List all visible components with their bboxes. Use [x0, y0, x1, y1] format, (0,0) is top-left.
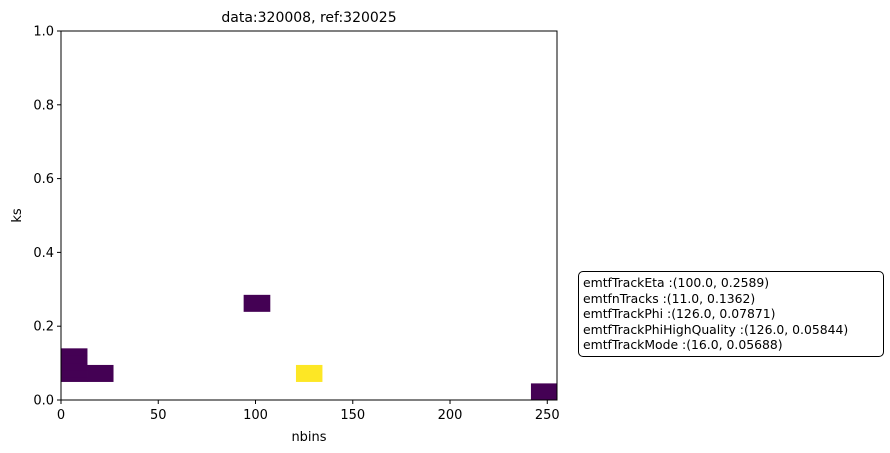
heatmap-cell [243, 294, 271, 312]
chart-title: data:320008, ref:320025 [221, 10, 396, 26]
heatmap-cell [61, 348, 88, 357]
heatmap-cell [530, 383, 558, 401]
x-tick-label: 150 [340, 408, 365, 423]
annotation-line: emtfTrackEta :(100.0, 0.2589) [583, 275, 770, 290]
heatmap-cell [61, 363, 88, 371]
x-tick-label: 50 [150, 408, 167, 423]
annotation-line: emtfTrackMode :(16.0, 0.05688) [583, 337, 783, 353]
annotation-line: emtfTrackPhiHighQuality :(126.0, 0.05844… [583, 321, 849, 337]
heatmap-cell [61, 355, 88, 364]
y-axis: 0.0 0.2 0.4 0.6 0.8 1.0 [33, 25, 61, 409]
heatmap-cell [61, 370, 88, 379]
x-axis: 0 50 100 150 200 250 [57, 400, 560, 423]
y-tick-label: 0.6 [33, 172, 54, 187]
y-tick-label: 0.4 [33, 246, 54, 261]
x-axis-label: nbins [291, 430, 326, 445]
heatmap-cell [295, 364, 323, 382]
annotation-box: emtfTrackEta :(100.0, 0.2589) emtfnTrack… [578, 271, 884, 357]
heatmap-cell [61, 377, 88, 382]
heatmap-cell [87, 364, 114, 382]
y-tick-label: 0.0 [33, 394, 54, 409]
x-tick-label: 0 [57, 408, 65, 423]
plot-area [60, 30, 558, 401]
y-tick-label: 0.8 [33, 98, 54, 113]
annotation-line: emtfnTracks :(11.0, 0.1362) [583, 290, 756, 306]
annotation-line: emtfTrackPhi :(126.0, 0.07871) [583, 306, 776, 322]
x-tick-label: 250 [535, 408, 560, 423]
y-tick-label: 0.2 [33, 320, 54, 335]
y-tick-label: 1.0 [33, 25, 54, 40]
x-tick-label: 200 [438, 408, 463, 423]
heatmap-cells [61, 294, 558, 401]
x-tick-label: 100 [243, 408, 268, 423]
y-axis-label: ks [10, 208, 25, 223]
